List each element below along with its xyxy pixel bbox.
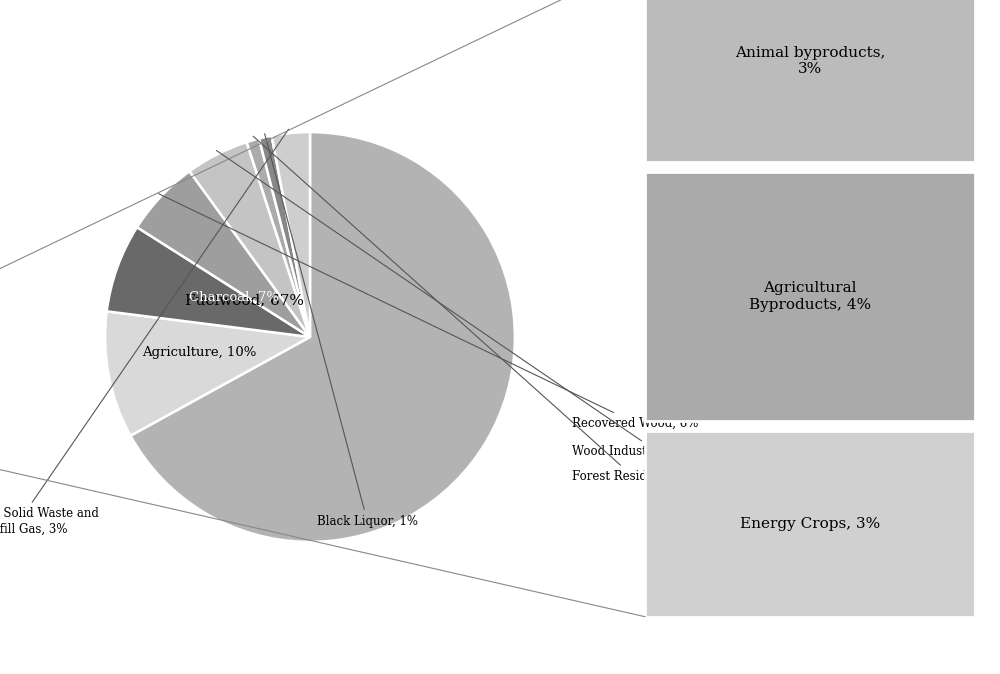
Text: Energy Crops, 3%: Energy Crops, 3%	[740, 517, 880, 531]
Wedge shape	[190, 142, 310, 337]
Wedge shape	[247, 139, 310, 337]
Wedge shape	[272, 132, 310, 337]
Wedge shape	[107, 227, 310, 337]
Bar	[645, 0, 975, 162]
Bar	[645, 172, 975, 421]
Bar	[645, 431, 975, 617]
Text: Wood Industry Residues, 5%: Wood Industry Residues, 5%	[216, 150, 743, 458]
Text: Charcoal, 7%: Charcoal, 7%	[189, 290, 279, 303]
Text: Fuelwood, 67%: Fuelwood, 67%	[185, 293, 304, 307]
Text: Municipal Solid Waste and
Landfill Gas, 3%: Municipal Solid Waste and Landfill Gas, …	[0, 129, 289, 535]
Text: Agricultural
Byproducts, 4%: Agricultural Byproducts, 4%	[749, 282, 871, 311]
Wedge shape	[130, 132, 515, 542]
Text: Recovered Wood, 6%: Recovered Wood, 6%	[159, 193, 699, 429]
Wedge shape	[259, 135, 310, 337]
Wedge shape	[105, 311, 310, 435]
Text: Agriculture, 10%: Agriculture, 10%	[142, 346, 257, 359]
Text: Forest Residues, 1%: Forest Residues, 1%	[253, 136, 694, 483]
Text: Black Liquor, 1%: Black Liquor, 1%	[265, 133, 418, 528]
Text: Animal byproducts,
3%: Animal byproducts, 3%	[735, 46, 885, 75]
Wedge shape	[137, 171, 310, 337]
